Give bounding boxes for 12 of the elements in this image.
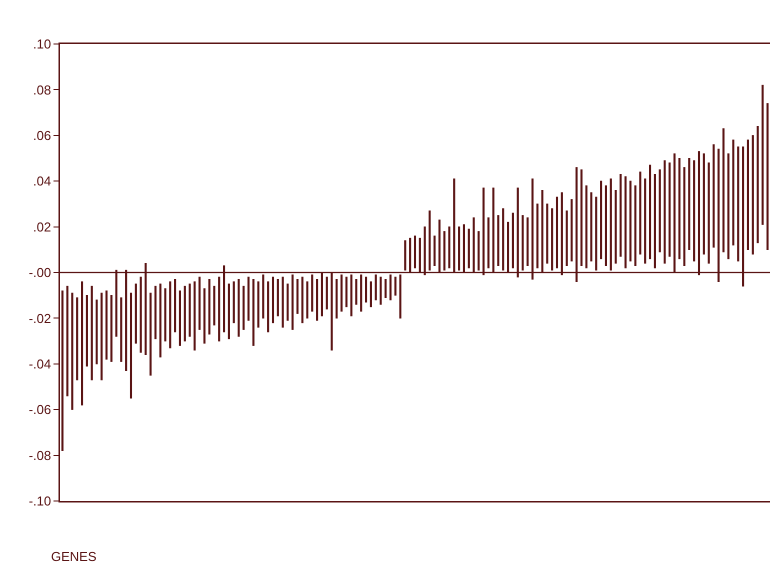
y-tick-label: -.04 — [28, 356, 52, 372]
y-tick-label: -.06 — [28, 402, 52, 418]
y-tick-label: -.10 — [28, 494, 52, 509]
y-tick-label: .04 — [33, 174, 52, 189]
y-tick-label: -.00 — [28, 265, 52, 280]
x-axis-title: GENES — [51, 549, 97, 564]
y-tick-label: .06 — [33, 128, 52, 143]
y-tick-label: .02 — [33, 219, 52, 234]
y-tick-label: .08 — [33, 82, 52, 98]
y-tick-label: -.02 — [28, 310, 52, 326]
y-tick-label: -.08 — [28, 448, 52, 463]
y-tick-label: .10 — [33, 36, 52, 52]
